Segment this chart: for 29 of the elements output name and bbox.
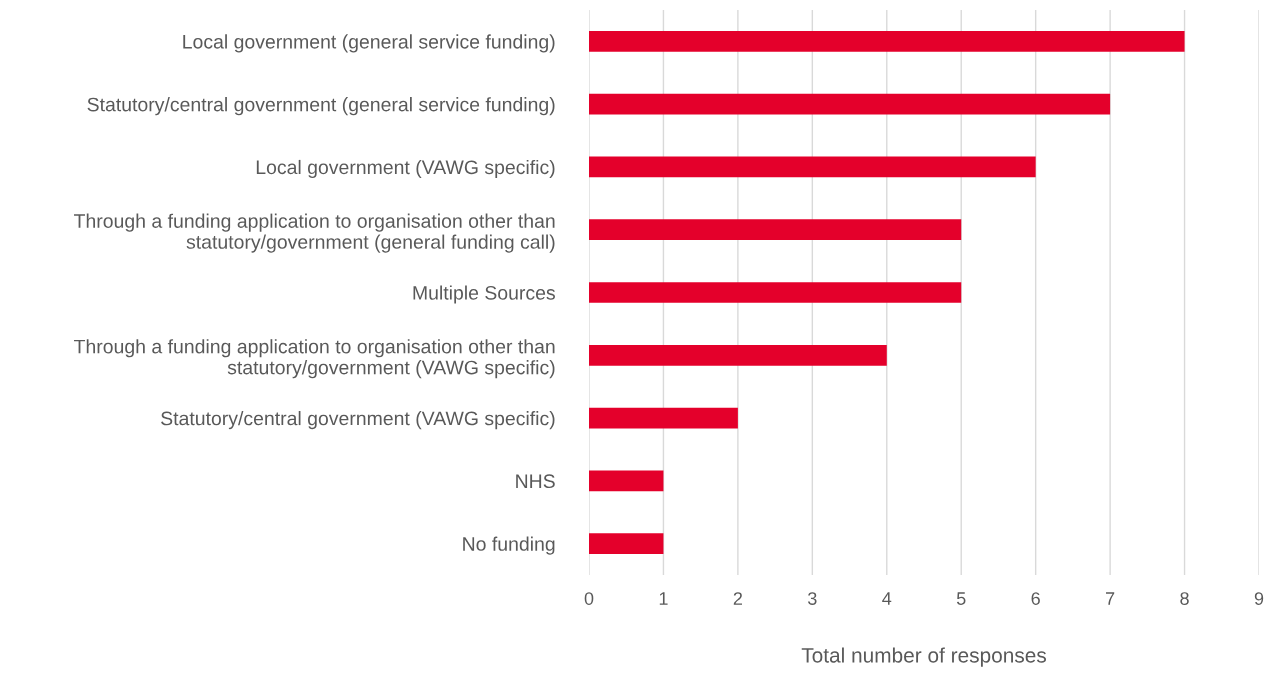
y-tick-label: Local government (general service funding) [183, 34, 555, 53]
bar [589, 93, 1111, 115]
y-tick-label: NHS [516, 474, 555, 489]
y-tick-label: No funding [463, 536, 555, 555]
bar [589, 282, 962, 303]
x-axis-title: Total number of responses [801, 647, 1047, 667]
x-tick-label: 1 [659, 592, 668, 605]
x-tick-label: 2 [733, 592, 742, 605]
y-tick-label: Multiple Sources [413, 285, 555, 304]
y-tick-label: Statutory/central government (VAWG specific) [161, 411, 555, 430]
y-tick-label: Local government (VAWG specific) [256, 159, 555, 179]
bar [589, 31, 1185, 52]
bar [589, 219, 962, 241]
bar [589, 344, 887, 366]
x-tick-label: 4 [882, 592, 892, 605]
x-tick-label: 9 [1254, 592, 1264, 605]
y-tick-label: Statutory/central government (general service funding) [87, 97, 555, 116]
bar [589, 407, 738, 429]
x-tick-label: 6 [1031, 592, 1040, 605]
y-tick-label: Through a funding application to organisation other than statutory/government (VAWG specific) [74, 339, 555, 379]
x-tick-label: 5 [956, 592, 966, 605]
x-tick-label: 7 [1106, 592, 1115, 605]
x-tick-label: 3 [808, 592, 817, 605]
bar [589, 156, 1036, 178]
bar [589, 470, 664, 492]
x-tick-label: 0 [584, 592, 594, 605]
bar [589, 533, 664, 554]
y-tick-label: Through a funding application to organisation other than statutory/government (general funding call) [74, 213, 555, 253]
x-tick-label: 8 [1180, 592, 1189, 605]
